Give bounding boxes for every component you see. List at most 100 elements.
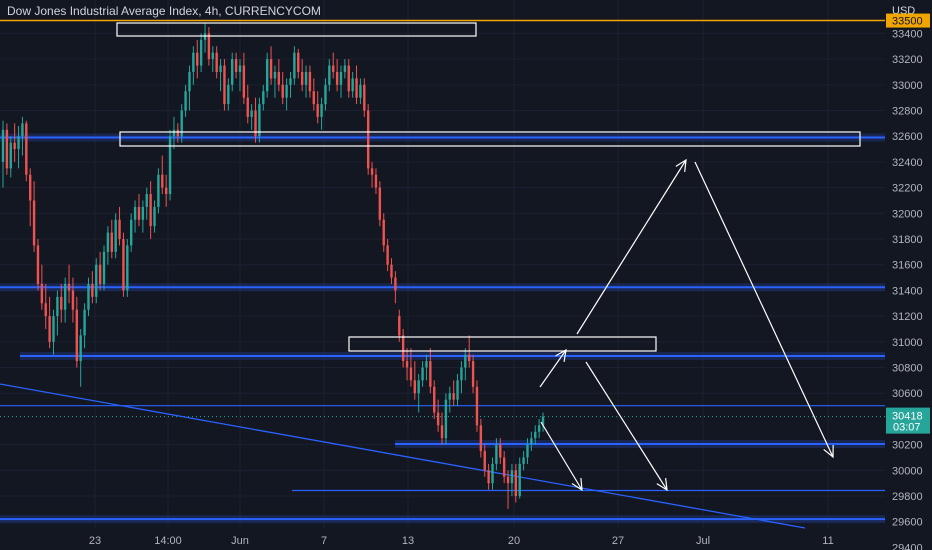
candle-body: [289, 78, 292, 85]
candle-body: [363, 84, 366, 111]
price-tick-label: 31000: [892, 337, 923, 349]
price-axis[interactable]: USD3340033200330003280032600324003220032…: [885, 0, 932, 550]
candle-body: [452, 393, 455, 400]
last-price-label: 30418: [892, 411, 923, 423]
candle-body: [382, 219, 385, 246]
candle-body: [506, 476, 510, 484]
candle-body: [75, 309, 79, 362]
candle-body: [207, 33, 211, 60]
candle-body: [25, 123, 28, 175]
candle-body: [328, 65, 331, 85]
arrow-head: [823, 444, 834, 459]
arrow-line: [585, 361, 668, 491]
candle-body: [332, 65, 335, 72]
resistance-tag: [886, 13, 930, 28]
candle-body: [471, 361, 475, 387]
candle-body: [203, 33, 207, 40]
candle-body: [277, 71, 281, 85]
price-tick-label: 33000: [892, 80, 923, 92]
time-tick-label: Jul: [696, 535, 710, 547]
arrow-head: [571, 477, 583, 492]
price-tick-label: 29600: [892, 517, 923, 529]
candle-body: [351, 78, 354, 92]
price-tick-label: 33200: [892, 54, 923, 66]
candle-body: [188, 71, 191, 92]
candle-body: [172, 129, 176, 137]
price-tick-label: 30000: [892, 465, 923, 477]
time-tick-label: 20: [508, 535, 520, 547]
candle-body: [71, 290, 75, 310]
annotation-box: [119, 131, 861, 147]
annotation-box: [348, 336, 657, 352]
annotation-box: [116, 22, 477, 37]
candle-body: [199, 39, 203, 66]
time-tick-label: 14:00: [154, 535, 182, 547]
candle-body: [126, 245, 129, 291]
candles: [1, 23, 545, 509]
candle-body: [366, 110, 370, 169]
candle-body: [401, 335, 405, 362]
countdown-label: 03:07: [893, 422, 921, 434]
candle-body: [265, 59, 269, 92]
candle-body: [40, 283, 44, 304]
arrow-line: [539, 349, 567, 388]
candle-body: [370, 168, 374, 175]
price-tick-label: 31800: [892, 234, 923, 246]
candle-body: [192, 52, 195, 72]
candle-body: [5, 129, 9, 169]
price-tick-label: 29800: [892, 491, 923, 503]
price-tick-label: 32000: [892, 208, 923, 220]
arrow-head: [656, 478, 668, 492]
time-axis[interactable]: 23 14:00 Jun 7 13 20 27 Jul 11: [0, 529, 885, 550]
arrow-line: [576, 159, 687, 335]
price-tick-label: 29400: [892, 542, 923, 550]
candle-body: [137, 206, 141, 220]
candle-body: [258, 104, 261, 137]
last-price-tag: [886, 407, 930, 434]
candle-body: [246, 97, 249, 117]
candle-body: [324, 84, 327, 105]
price-tick-label: 32600: [892, 131, 923, 143]
candle-body: [176, 129, 180, 137]
arrow-head: [555, 348, 567, 362]
resistance-tag-label: 33500: [892, 16, 923, 28]
candle-body: [464, 354, 467, 368]
price-axis-bg: [885, 0, 932, 550]
candle-body: [510, 470, 514, 484]
candle-body: [316, 104, 319, 117]
price-tick-label: 33400: [892, 28, 923, 40]
candle-body: [269, 59, 273, 79]
candle-body: [44, 303, 47, 317]
price-tick-label: 32400: [892, 157, 923, 169]
time-axis-bg: [0, 529, 885, 550]
candle-body: [436, 412, 440, 426]
candle-body: [374, 174, 378, 188]
candle-body: [211, 52, 214, 60]
candle-body: [227, 84, 230, 105]
candle-body: [425, 361, 428, 368]
candle-body: [184, 91, 187, 111]
candle-body: [102, 251, 106, 284]
candle-body: [378, 187, 382, 220]
candle-body: [238, 65, 242, 72]
candle-body: [429, 361, 432, 387]
candle-body: [56, 296, 59, 317]
candle-body: [273, 71, 277, 79]
candle-body: [448, 393, 451, 400]
arrow-line: [540, 421, 583, 491]
candle-body: [537, 425, 541, 432]
candle-body: [145, 194, 148, 207]
price-tick-label: 30600: [892, 388, 923, 400]
candle-body: [518, 463, 521, 497]
candle-body: [83, 309, 86, 336]
candle-body: [91, 283, 94, 297]
candle-body: [522, 457, 525, 464]
candle-body: [262, 91, 265, 105]
candle-body: [281, 84, 284, 98]
candle-body: [534, 431, 537, 439]
candle-body: [1, 129, 5, 162]
candle-body: [67, 283, 71, 291]
candle-body: [161, 174, 164, 188]
arrow-line: [694, 161, 834, 458]
